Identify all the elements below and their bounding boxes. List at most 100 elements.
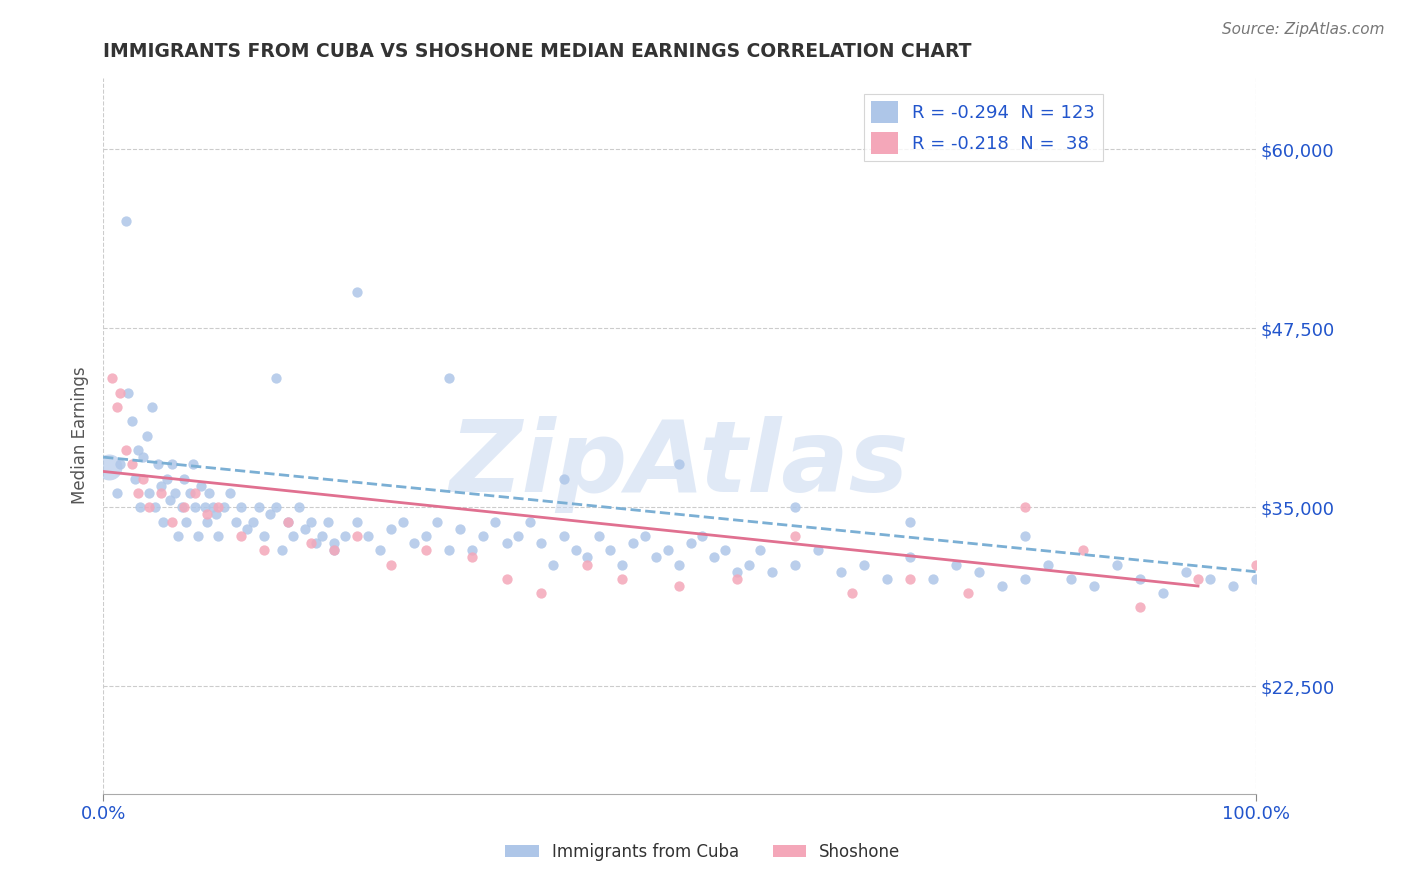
Point [110,457,132,471]
Point [231,500,253,515]
Point [170,500,193,515]
Point [207,500,229,515]
Point [184,486,207,500]
Point [967,565,990,579]
Point [346,515,368,529]
Point [283,529,305,543]
Point [1152,586,1174,600]
Point [380,558,402,572]
Point [415,529,437,543]
Point [761,565,783,579]
Point [138,500,160,515]
Point [195,508,218,522]
Point [898,515,921,529]
Point [346,285,368,300]
Point [184,500,207,515]
Point [714,543,737,558]
Point [148,457,170,471]
Point [484,515,506,529]
Point [553,529,575,543]
Point [634,529,657,543]
Text: IMMIGRANTS FROM CUBA VS SHOSHONE MEDIAN EARNINGS CORRELATION CHART: IMMIGRANTS FROM CUBA VS SHOSHONE MEDIAN … [103,42,972,61]
Point [174,515,197,529]
Point [621,536,644,550]
Point [576,558,599,572]
Point [207,529,229,543]
Point [264,371,287,385]
Point [322,536,344,550]
Point [1175,565,1198,579]
Point [190,479,212,493]
Point [610,572,633,586]
Point [692,529,714,543]
Point [610,558,633,572]
Point [461,550,484,565]
Point [201,500,224,515]
Point [127,442,149,457]
Point [783,558,806,572]
Point [242,515,264,529]
Point [225,515,247,529]
Point [495,536,517,550]
Point [519,515,541,529]
Point [305,536,328,550]
Point [132,450,155,464]
Point [1129,572,1152,586]
Point [898,550,921,565]
Legend: R = -0.294  N = 123, R = -0.218  N =  38: R = -0.294 N = 123, R = -0.218 N = 38 [863,94,1102,161]
Point [404,536,426,550]
Point [1071,543,1094,558]
Point [247,500,270,515]
Point [155,472,177,486]
Point [1014,572,1036,586]
Point [495,572,517,586]
Point [294,522,316,536]
Y-axis label: Median Earnings: Median Earnings [72,367,89,505]
Point [679,536,702,550]
Point [668,558,690,572]
Point [212,500,235,515]
Point [277,515,299,529]
Point [149,486,172,500]
Point [530,586,553,600]
Point [129,500,152,515]
Point [1014,529,1036,543]
Point [426,515,449,529]
Point [588,529,610,543]
Point [253,529,276,543]
Point [159,493,181,508]
Point [277,515,299,529]
Point [181,457,204,471]
Point [599,543,621,558]
Point [205,508,228,522]
Point [1244,558,1267,572]
Point [1083,579,1105,593]
Point [668,457,690,471]
Point [270,543,292,558]
Point [132,472,155,486]
Point [195,515,218,529]
Point [530,536,553,550]
Legend: Immigrants from Cuba, Shoshone: Immigrants from Cuba, Shoshone [499,837,907,868]
Point [162,515,184,529]
Point [945,558,967,572]
Point [725,565,748,579]
Point [253,543,276,558]
Point [167,529,190,543]
Point [173,472,195,486]
Point [876,572,898,586]
Point [198,486,221,500]
Point [121,414,143,428]
Point [380,522,402,536]
Point [645,550,668,565]
Point [1060,572,1083,586]
Point [357,529,380,543]
Point [506,529,529,543]
Point [415,543,437,558]
Text: Source: ZipAtlas.com: Source: ZipAtlas.com [1222,22,1385,37]
Point [162,457,184,471]
Point [783,529,806,543]
Point [703,550,725,565]
Point [105,486,128,500]
Point [1107,558,1129,572]
